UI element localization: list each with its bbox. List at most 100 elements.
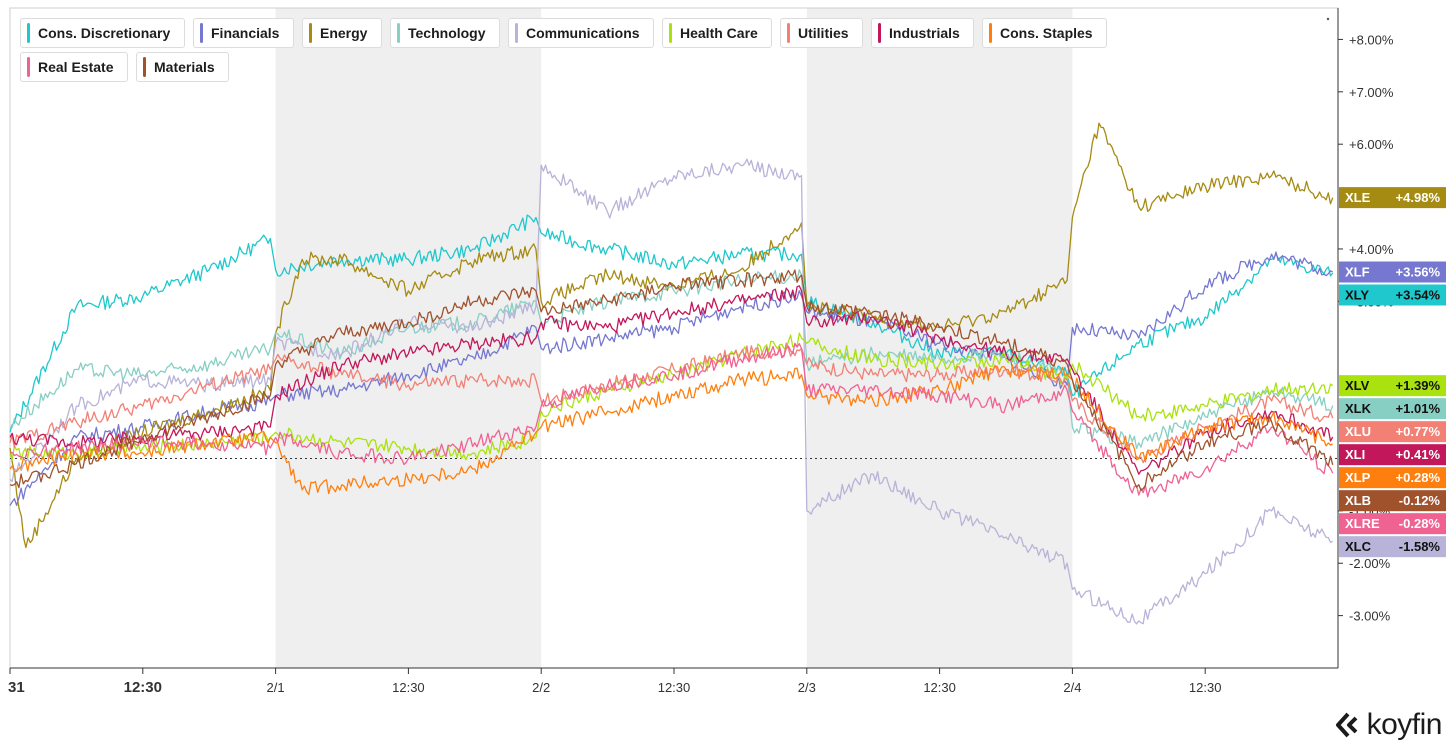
series-line-xlc <box>9 158 1333 625</box>
badge-ticker: XLV <box>1345 378 1370 393</box>
legend-swatch <box>309 23 312 43</box>
y-tick-label: -2.00% <box>1349 556 1391 571</box>
badge-value: +1.39% <box>1396 378 1441 393</box>
badge-value: +4.98% <box>1396 190 1441 205</box>
last-value-badge-xlre <box>1339 513 1446 535</box>
series-line-xlu <box>9 342 1334 464</box>
legend-swatch <box>669 23 672 43</box>
y-tick-label: +4.00% <box>1349 242 1394 257</box>
badge-value: -0.28% <box>1399 516 1441 531</box>
badge-value: +0.28% <box>1396 470 1441 485</box>
legend-item-xlk[interactable]: Technology <box>390 18 500 48</box>
badge-ticker: XLE <box>1345 190 1371 205</box>
series-line-xlre <box>9 342 1334 498</box>
series-line-xlb <box>9 269 1334 491</box>
legend-swatch <box>878 23 881 43</box>
x-axis: 31 12:30 2/1 12:30 2/2 12:30 2/3 12:30 2/4 12:30 <box>8 668 1221 696</box>
last-value-badge-xlu <box>1339 421 1446 443</box>
last-value-badge-xlc <box>1339 536 1446 558</box>
series-line-xlf <box>9 251 1334 506</box>
badge-value: +0.41% <box>1396 447 1441 462</box>
legend-label: Health Care <box>680 25 758 41</box>
legend-swatch <box>989 23 992 43</box>
legend-label: Cons. Discretionary <box>38 25 171 41</box>
series-line-xle <box>9 122 1334 549</box>
koyfin-logo-icon <box>1335 712 1358 738</box>
last-value-badge-xly <box>1339 284 1446 306</box>
x-tick-label: 12:30 <box>124 679 162 696</box>
y-tick-label: +7.00% <box>1349 85 1394 100</box>
last-value-badge-xlv <box>1339 375 1446 397</box>
legend-item-xly[interactable]: Cons. Discretionary <box>20 18 185 48</box>
x-tick-label: 2/3 <box>798 680 816 695</box>
legend-label: Utilities <box>798 25 849 41</box>
legend-item-xlf[interactable]: Financials <box>193 18 294 48</box>
legend-label: Materials <box>154 59 215 75</box>
x-tick-label: 12:30 <box>392 680 425 695</box>
legend-swatch <box>27 57 30 77</box>
legend-item-xlp[interactable]: Cons. Staples <box>982 18 1107 48</box>
badge-value: +3.54% <box>1396 288 1441 303</box>
series-line-xlv <box>9 332 1334 461</box>
x-tick-label: 12:30 <box>658 680 691 695</box>
last-value-badge-xlp <box>1339 467 1446 489</box>
badge-ticker: XLY <box>1345 288 1369 303</box>
y-tick-label: +6.00% <box>1349 137 1394 152</box>
legend-item-xlre[interactable]: Real Estate <box>20 52 128 82</box>
legend-swatch <box>515 23 518 43</box>
x-tick-label: 2/2 <box>532 680 550 695</box>
badge-ticker: XLB <box>1345 493 1371 508</box>
last-value-badge-xlk <box>1339 398 1446 420</box>
koyfin-logo: koyfin <box>1335 708 1443 742</box>
x-tick-label: 31 <box>8 679 25 696</box>
badge-value: +0.77% <box>1396 424 1441 439</box>
legend-swatch <box>397 23 400 43</box>
badge-ticker: XLK <box>1345 401 1372 416</box>
badge-value: +1.01% <box>1396 401 1441 416</box>
legend-swatch <box>787 23 790 43</box>
badge-value: +3.56% <box>1396 265 1441 280</box>
legend-item-xli[interactable]: Industrials <box>871 18 974 48</box>
legend-item-xlu[interactable]: Utilities <box>780 18 863 48</box>
x-tick-label: 12:30 <box>923 680 956 695</box>
series-lines <box>9 122 1334 625</box>
last-value-badge-xle <box>1339 187 1446 209</box>
legend-label: Real Estate <box>38 59 114 75</box>
series-line-xlp <box>9 364 1334 496</box>
badge-ticker: XLI <box>1345 447 1365 462</box>
x-tick-label: 12:30 <box>1189 680 1222 695</box>
badge-ticker: XLC <box>1345 539 1372 554</box>
y-tick-label: -3.00% <box>1349 609 1391 624</box>
legend-label: Industrials <box>889 25 960 41</box>
series-line-xly <box>9 214 1334 433</box>
legend-label: Financials <box>211 25 280 41</box>
badge-ticker: XLF <box>1345 265 1370 280</box>
legend-label: Technology <box>408 25 486 41</box>
y-tick-label: +8.00% <box>1349 32 1394 47</box>
legend-item-xlb[interactable]: Materials <box>136 52 229 82</box>
badge-value: -0.12% <box>1399 493 1441 508</box>
x-tick-label: 2/1 <box>267 680 285 695</box>
badge-value: -1.58% <box>1399 539 1441 554</box>
badge-ticker: XLP <box>1345 470 1371 485</box>
legend-item-xlc[interactable]: Communications <box>508 18 654 48</box>
badge-ticker: XLRE <box>1345 516 1380 531</box>
legend-swatch <box>200 23 203 43</box>
legend-label: Energy <box>320 25 368 41</box>
legend-label: Communications <box>526 25 640 41</box>
last-value-badge-xlf <box>1339 261 1446 283</box>
y-axis: +8.00%+7.00%+6.00%+4.00%+3.00%-1.00%-2.0… <box>1338 32 1394 624</box>
legend-swatch <box>143 57 146 77</box>
last-value-badge-xlb <box>1339 490 1446 512</box>
legend-label: Cons. Staples <box>1000 25 1093 41</box>
legend-item-xle[interactable]: Energy <box>302 18 382 48</box>
legend-swatch <box>27 23 30 43</box>
x-tick-label: 2/4 <box>1063 680 1081 695</box>
last-value-badge-xli <box>1339 444 1446 466</box>
last-value-badges: XLE +4.98% XLF +3.56% XLY +3.54% XLV +1.39% XLK +… <box>1339 187 1446 558</box>
series-line-xlk <box>9 269 1334 450</box>
badge-ticker: XLU <box>1345 424 1371 439</box>
koyfin-logo-text: koyfin <box>1366 708 1443 741</box>
legend-item-xlv[interactable]: Health Care <box>662 18 772 48</box>
